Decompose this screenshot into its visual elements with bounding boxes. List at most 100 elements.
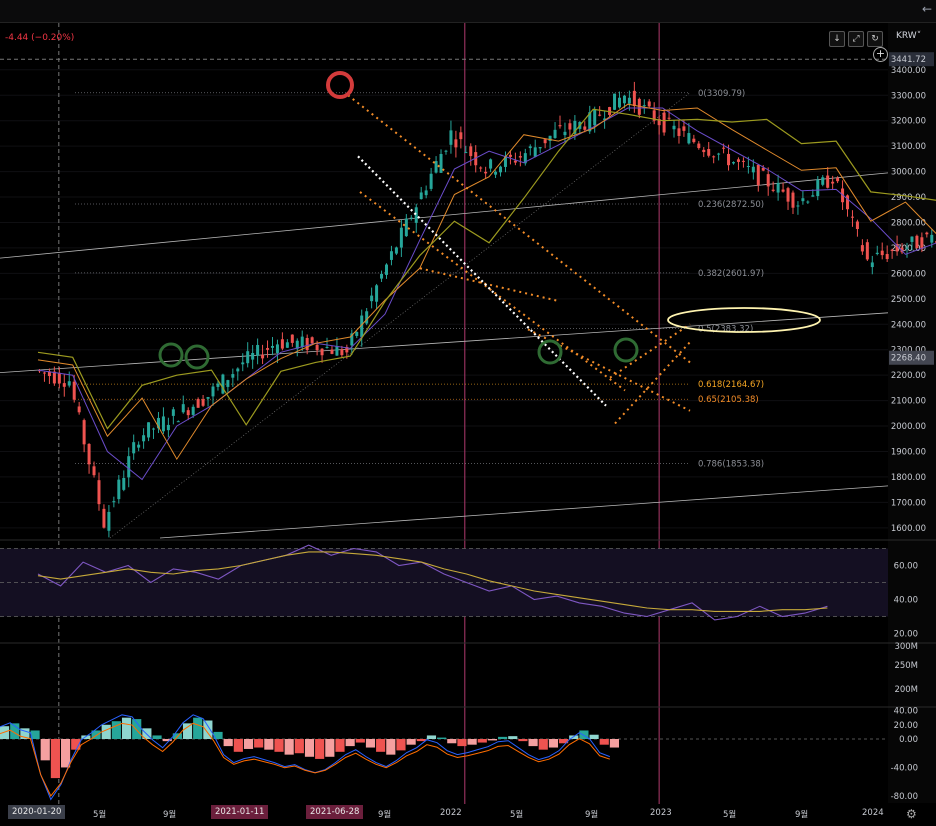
candle-body — [528, 146, 532, 149]
candle-body — [251, 353, 255, 360]
down-arrow-icon[interactable]: ↓ — [829, 31, 845, 47]
date-marker-label: 2021-06-28 — [306, 805, 364, 819]
candle-body — [821, 177, 825, 185]
candle-body — [375, 285, 379, 302]
candle-body — [42, 372, 46, 374]
macd-bar — [355, 739, 365, 743]
candle-body — [826, 175, 830, 188]
refresh-icon[interactable]: ↻ — [867, 31, 883, 47]
candle-body — [310, 337, 314, 344]
candle-body — [236, 368, 240, 372]
candle-body — [722, 147, 726, 149]
macd-bar — [152, 735, 162, 739]
macd-bar — [528, 739, 538, 747]
candle-body — [662, 112, 666, 133]
expand-icon[interactable]: ⤢ — [848, 31, 864, 47]
candle-body — [875, 252, 879, 254]
candle-body — [399, 227, 403, 248]
macd-bar — [437, 737, 447, 739]
gear-icon[interactable]: ⚙ — [906, 807, 917, 821]
plus-icon[interactable]: + — [873, 47, 888, 62]
candle-body — [385, 264, 388, 275]
candle-body — [880, 250, 884, 256]
candle-body — [142, 435, 146, 442]
candle-body — [57, 372, 61, 384]
price-tick-label: 2300.00 — [891, 346, 926, 356]
macd-tick-label: 40.00 — [894, 707, 918, 717]
macd-bar — [193, 717, 203, 739]
candle-body — [340, 349, 344, 356]
candle-body — [47, 371, 51, 377]
white-dotted-trendline — [357, 155, 607, 407]
candle-body — [548, 135, 552, 141]
macd-bar — [243, 739, 254, 749]
candle-body — [806, 201, 810, 203]
long-trendline-middle — [0, 312, 889, 374]
macd-bar — [132, 719, 142, 739]
currency-selector[interactable]: KRW˅ — [896, 31, 921, 41]
candle-body — [137, 444, 141, 448]
candle-body — [414, 207, 418, 223]
macd-bar — [457, 739, 467, 747]
candle-body — [186, 410, 190, 416]
rsi-tick-label: 60.00 — [894, 562, 918, 572]
candle-body — [285, 342, 289, 348]
candle-body — [677, 128, 681, 136]
candle-body — [320, 348, 324, 356]
candle-body — [92, 466, 96, 476]
candle-body — [533, 147, 537, 157]
macd-bar — [60, 739, 71, 768]
candle-body — [147, 422, 151, 438]
candle-body — [513, 160, 517, 163]
macd-bar — [111, 721, 121, 739]
candle-body — [568, 123, 572, 130]
candle-body — [275, 344, 279, 353]
arrow-left-icon[interactable]: ← — [921, 2, 932, 16]
candle-body — [850, 216, 854, 218]
candle-body — [811, 195, 815, 197]
candle-body — [122, 477, 126, 490]
macd-bar — [50, 739, 60, 779]
candle-body — [613, 93, 617, 110]
candle-body — [494, 171, 498, 175]
macd-bar — [487, 739, 498, 741]
candle-body — [741, 160, 745, 162]
candle-body — [791, 192, 795, 208]
support-circle — [158, 342, 184, 368]
candle-body — [697, 143, 701, 149]
chart-background — [0, 23, 888, 803]
macd-bar — [162, 739, 172, 742]
candle-body — [732, 162, 735, 164]
candle-body — [593, 109, 597, 126]
macd-bar — [182, 723, 193, 739]
candle-body — [389, 251, 393, 260]
price-tick-label: 2900.00 — [891, 193, 926, 203]
date-tick-label: 9월 — [795, 810, 809, 820]
candle-body — [221, 374, 225, 394]
macd-bar — [40, 739, 50, 761]
macd-bar — [416, 739, 426, 742]
candle-body — [910, 236, 914, 242]
macd-bar — [508, 736, 518, 739]
candle-body — [860, 245, 864, 252]
top-toolbar: ← — [0, 0, 936, 23]
macd-bar — [396, 739, 406, 751]
candle-body — [434, 161, 438, 173]
candle-body — [226, 380, 230, 387]
candle-body — [712, 156, 716, 158]
candle-body — [855, 221, 859, 230]
candle-body — [464, 152, 468, 154]
candle-body — [176, 421, 180, 423]
candle-body — [608, 107, 612, 115]
candle-body — [171, 409, 175, 416]
candle-body — [300, 336, 304, 347]
candle-body — [479, 167, 483, 169]
candle-body — [885, 254, 889, 260]
macd-bar — [345, 739, 355, 747]
macd-bar — [274, 739, 284, 752]
candle-body — [687, 133, 691, 144]
macd-bar — [609, 739, 619, 748]
volume-tick-label: 200M — [894, 685, 918, 695]
chart-controls: ↓ ⤢ ↻ — [829, 31, 883, 47]
